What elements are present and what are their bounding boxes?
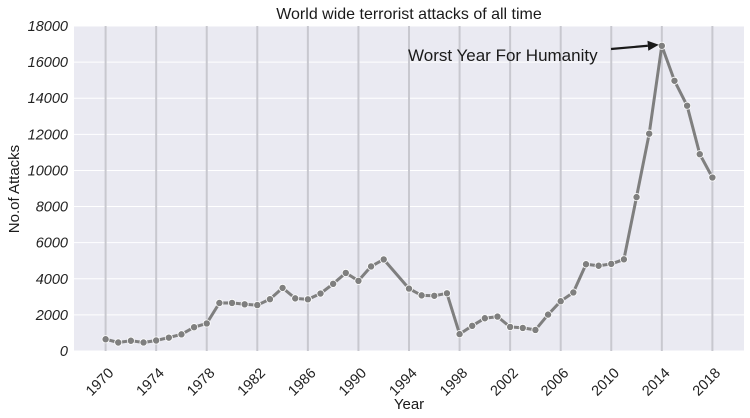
data-point [581,260,590,269]
data-point [240,300,249,309]
y-tick-label: 16000 [28,55,68,71]
data-point [455,330,464,339]
y-tick-label: 8000 [36,200,68,216]
data-point [480,314,489,323]
data-point [619,255,628,264]
data-point [202,319,211,328]
x-tick-label: 1998 [437,365,471,399]
y-tick-label: 14000 [28,91,68,107]
y-tick-label: 6000 [36,236,68,252]
data-point [253,301,262,310]
y-tick-label: 2000 [35,308,68,324]
x-tick-label: 2018 [690,365,724,399]
grid [74,25,744,352]
data-point [367,262,376,271]
data-point [101,335,110,344]
x-tick-label: 2006 [538,365,572,399]
data-point [594,261,603,270]
x-tick-label: 1990 [336,365,370,399]
x-tick-label: 2014 [639,365,673,399]
x-tick-label: 1982 [235,365,269,399]
data-point [291,294,300,303]
data-point [126,336,135,345]
data-point [278,283,287,292]
x-tick-label: 1986 [285,365,319,399]
x-tick-label: 1974 [134,365,168,399]
x-tick-label: 2010 [589,365,623,399]
y-tick-label: 12000 [28,127,68,143]
data-point [468,321,477,330]
data-point [354,276,363,285]
data-point [657,41,666,50]
data-point [607,259,616,268]
y-tick-label: 10000 [28,163,68,179]
y-axis-label: No.of Attacks [6,145,23,233]
chart-title: World wide terrorist attacks of all time [276,6,542,23]
y-tick-label: 0 [60,344,68,360]
x-tick-label: 1970 [83,365,117,399]
data-point [632,193,641,202]
data-point [265,295,274,304]
data-point [695,150,704,159]
data-point [152,336,161,345]
data-point [177,330,186,339]
data-point [228,298,237,307]
y-tick-label: 4000 [36,272,68,288]
x-tick-label: 1994 [387,365,421,399]
data-point [683,101,692,110]
data-point [442,289,451,298]
x-axis-label: Year [394,396,424,413]
data-point [493,312,502,321]
data-point [518,323,527,332]
data-point [556,297,565,306]
data-point [114,338,123,347]
annotation-arrow-head [647,40,659,51]
data-point [215,298,224,307]
y-tick-label: 18000 [28,19,68,35]
x-tick-label: 2002 [488,365,522,399]
data-point [417,291,426,300]
data-point [329,279,338,288]
annotation-arrow-line [610,44,648,51]
data-point [139,338,148,347]
data-point [164,333,173,342]
x-tick-label: 1978 [184,365,218,399]
data-point [506,322,515,331]
data-point [544,310,553,319]
data-point [341,268,350,277]
annotation-text: Worst Year For Humanity [408,46,598,65]
data-point [670,76,679,85]
data-point [531,325,540,334]
data-point [190,323,199,332]
data-point [645,129,654,138]
data-point [569,288,578,297]
data-point [303,295,312,304]
data-point [316,289,325,298]
data-point [379,255,388,264]
data-point [430,291,439,300]
annotation: Worst Year For Humanity [408,40,659,65]
data-point [404,284,413,293]
series-markers [101,41,717,347]
data-point [708,173,717,182]
